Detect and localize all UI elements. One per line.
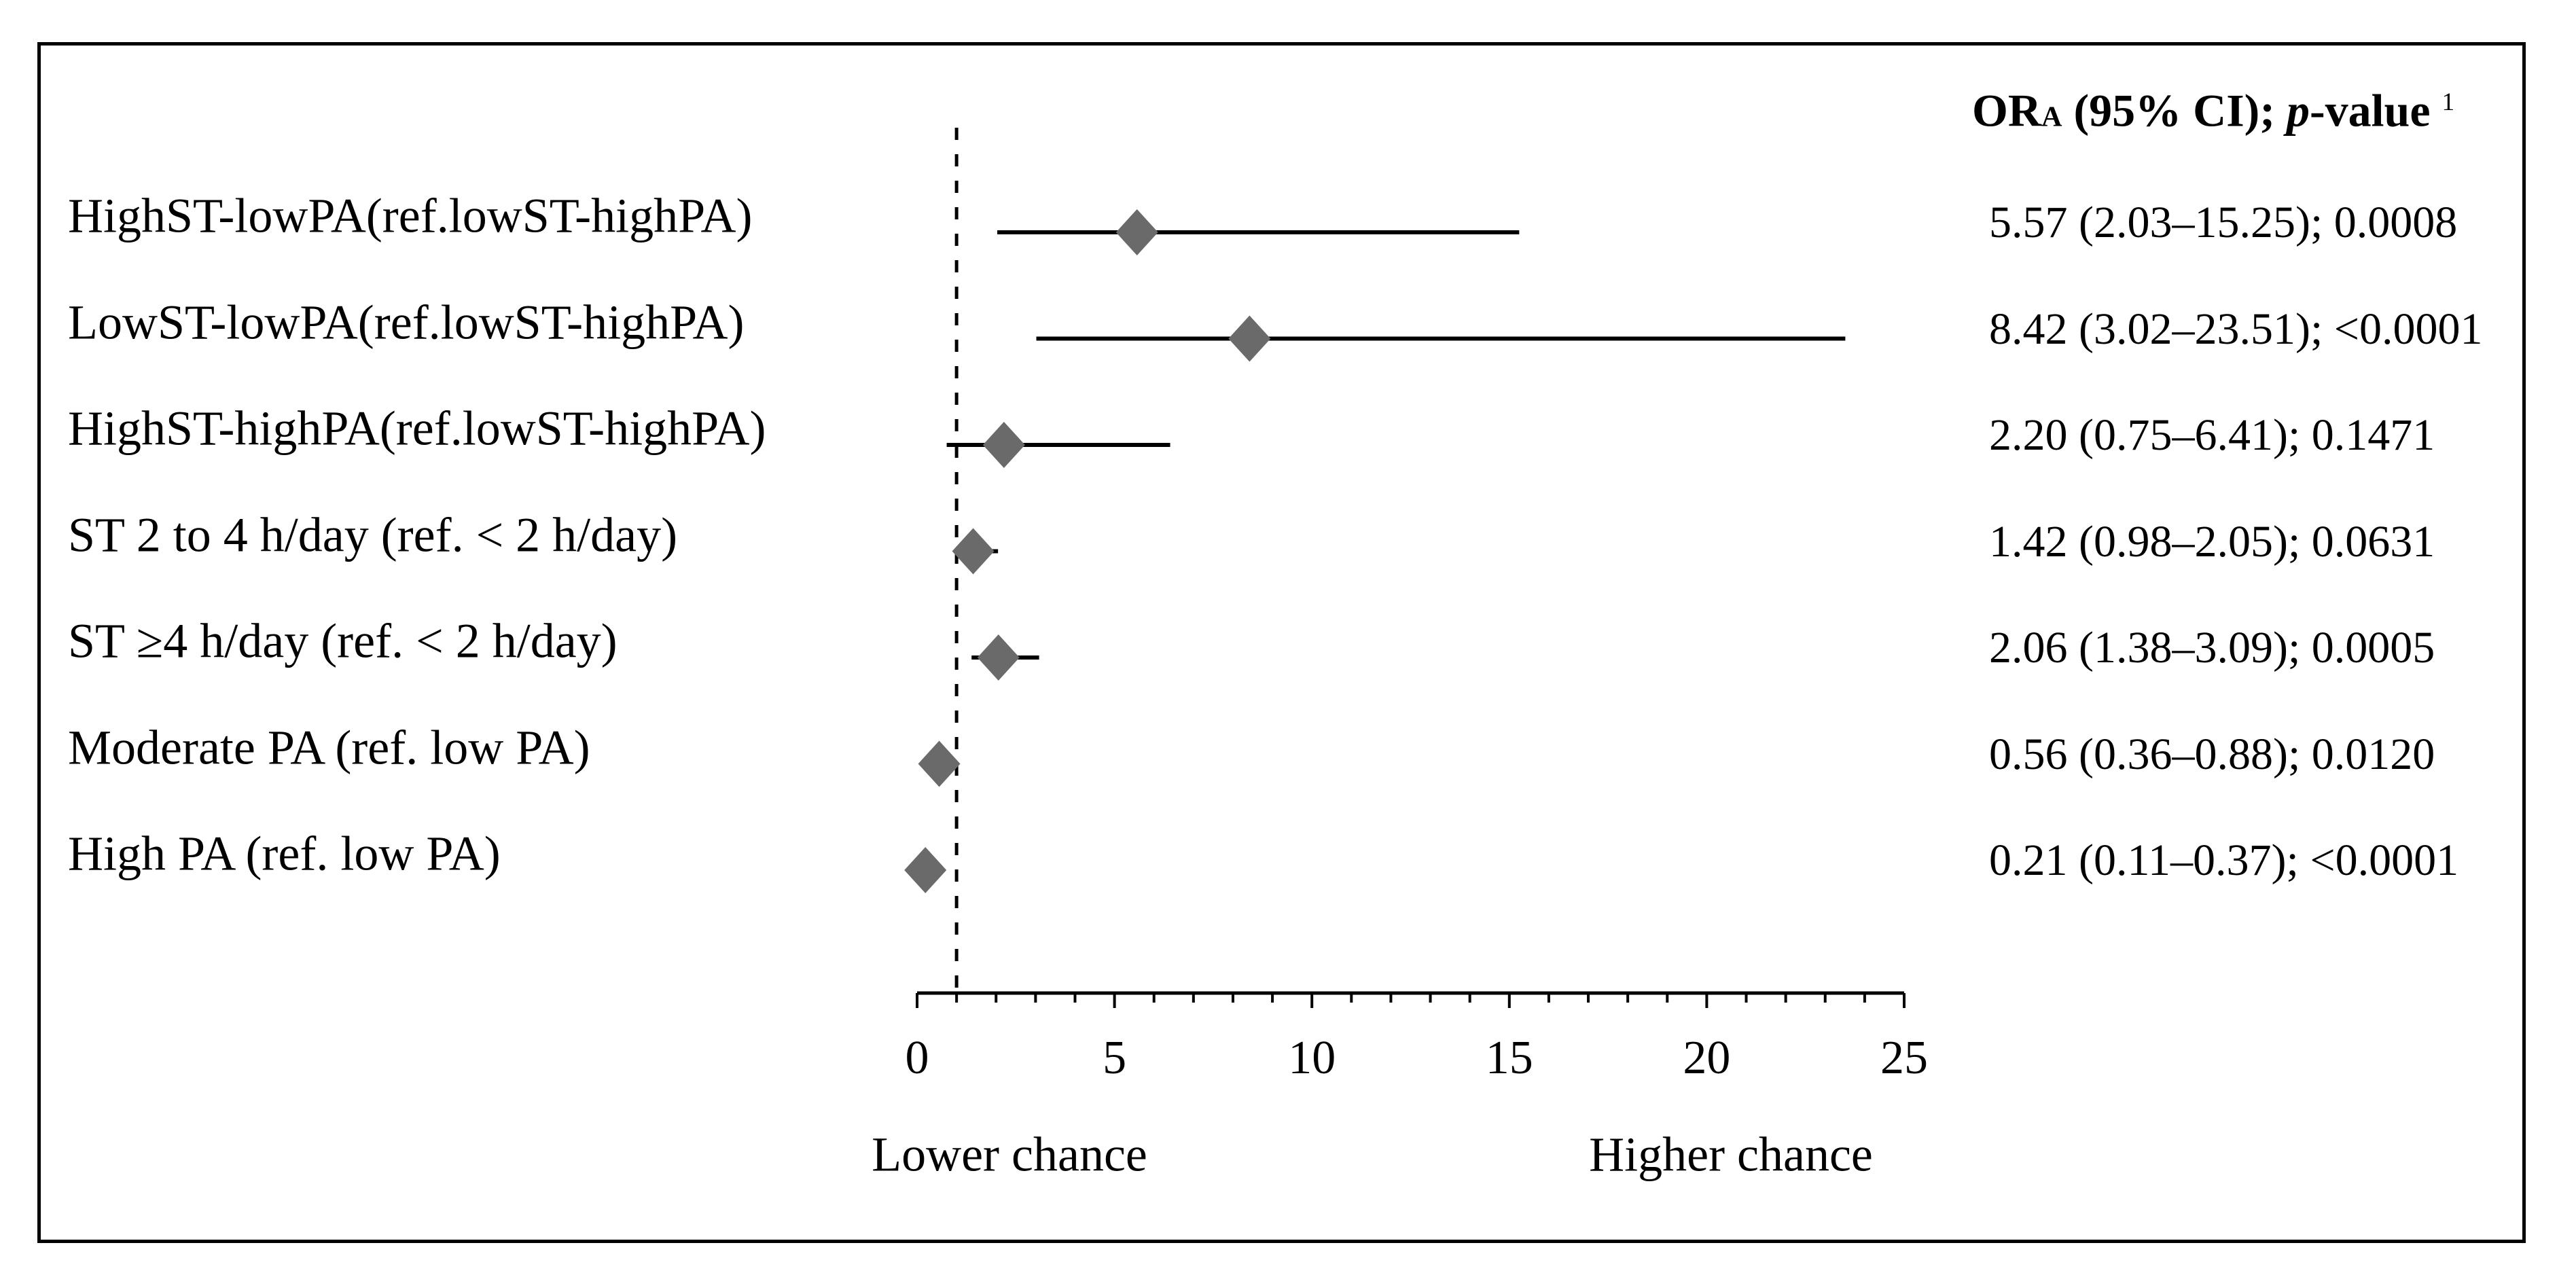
row-or-ci-p-value: 2.06 (1.38–3.09); 0.0005 bbox=[1989, 623, 2435, 672]
header-ci-text: (95% CI); bbox=[2062, 84, 2287, 137]
row-label: Moderate PA (ref. low PA) bbox=[68, 720, 590, 774]
x-axis-tick-label: 10 bbox=[1288, 1032, 1336, 1084]
row-label: ST ≥4 h/day (ref. < 2 h/day) bbox=[68, 613, 618, 668]
row-or-ci-p-value: 0.56 (0.36–0.88); 0.0120 bbox=[1989, 729, 2435, 779]
header-value-text: -value bbox=[2309, 84, 2442, 137]
x-axis-tick-label: 25 bbox=[1880, 1032, 1928, 1084]
odds-ratio-diamond-marker bbox=[1115, 209, 1158, 255]
row-or-ci-p-value: 8.42 (3.02–23.51); <0.0001 bbox=[1989, 304, 2483, 354]
odds-ratio-diamond-marker bbox=[982, 422, 1025, 468]
odds-ratio-diamond-marker bbox=[977, 634, 1020, 681]
header-or-text: OR bbox=[1972, 84, 2041, 137]
row-or-ci-p-value: 2.20 (0.75–6.41); 0.1471 bbox=[1989, 410, 2435, 460]
header-or-subscript: A bbox=[2041, 101, 2062, 133]
figure-border-frame bbox=[37, 42, 2526, 1243]
odds-ratio-diamond-marker bbox=[918, 740, 961, 787]
header-p-italic: p bbox=[2286, 84, 2310, 137]
row-label: HighST-highPA(ref.lowST-highPA) bbox=[68, 401, 766, 456]
row-or-ci-p-value: 5.57 (2.03–15.25); 0.0008 bbox=[1989, 198, 2458, 247]
x-axis-tick-label: 15 bbox=[1486, 1032, 1533, 1084]
row-label: HighST-lowPA(ref.lowST-highPA) bbox=[68, 188, 753, 243]
row-label: ST 2 to 4 h/day (ref. < 2 h/day) bbox=[68, 507, 678, 562]
row-or-ci-p-value: 1.42 (0.98–2.05); 0.0631 bbox=[1989, 516, 2435, 566]
x-axis-annotation-higher-chance: Higher chance bbox=[1589, 1127, 1873, 1182]
x-axis-tick-label: 5 bbox=[1103, 1032, 1126, 1084]
column-header: ORA (95% CI); p-value 1 bbox=[1972, 84, 2454, 138]
row-label: LowST-lowPA(ref.lowST-highPA) bbox=[68, 295, 745, 349]
x-axis-tick-label: 0 bbox=[906, 1032, 929, 1084]
header-footnote-superscript: 1 bbox=[2441, 88, 2455, 116]
odds-ratio-diamond-marker bbox=[952, 528, 995, 575]
row-or-ci-p-value: 0.21 (0.11–0.37); <0.0001 bbox=[1989, 835, 2459, 885]
odds-ratio-diamond-marker bbox=[904, 847, 947, 893]
odds-ratio-diamond-marker bbox=[1228, 315, 1271, 362]
x-axis-tick-label: 20 bbox=[1683, 1032, 1730, 1084]
x-axis-annotation-lower-chance: Lower chance bbox=[872, 1127, 1147, 1182]
row-label: High PA (ref. low PA) bbox=[68, 826, 501, 881]
